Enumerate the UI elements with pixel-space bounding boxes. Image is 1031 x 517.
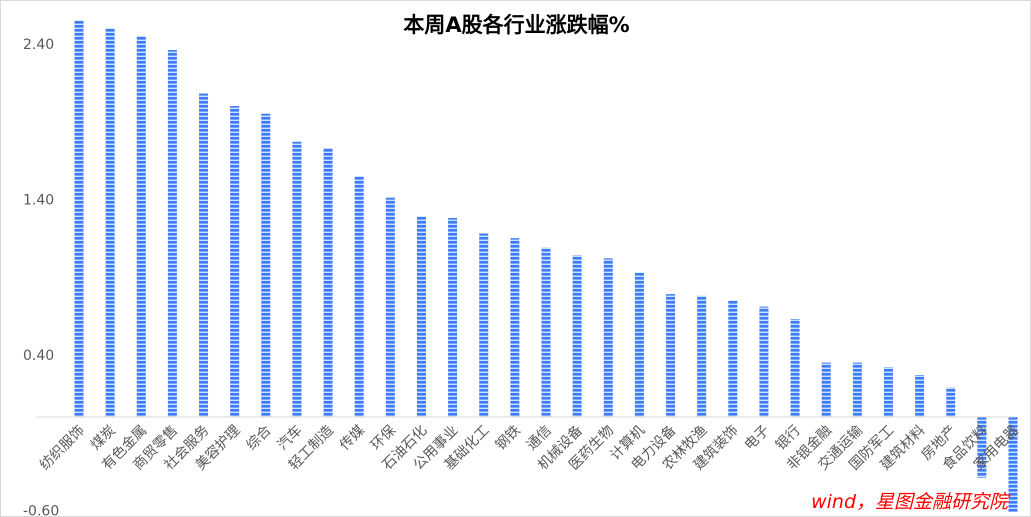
bar-钢铁 — [510, 238, 520, 417]
category-label: 钢铁 — [493, 423, 524, 454]
bar-非银金融 — [821, 362, 831, 417]
bar-建筑装饰 — [728, 300, 738, 417]
category-label: 纺织服饰 — [37, 423, 88, 474]
bar-有色金属 — [136, 36, 146, 418]
bar-环保 — [385, 197, 395, 417]
bar-石油石化 — [416, 216, 426, 417]
bar-食品饮料 — [977, 417, 987, 478]
category-label: 传媒 — [337, 423, 368, 454]
bar-轻工制造 — [323, 147, 333, 418]
bar-煤炭 — [105, 28, 115, 417]
y-tick-label: 0.40 — [23, 348, 54, 364]
bar-基础化工 — [479, 233, 489, 417]
y-tick-label: -0.60 — [23, 503, 59, 517]
bar-公用事业 — [448, 217, 458, 417]
y-tick-label: 1.40 — [23, 192, 54, 208]
chart-title: 本周A股各行业涨跌幅% — [403, 13, 630, 37]
bar-房地产 — [946, 387, 956, 417]
bar-通信 — [541, 247, 551, 417]
category-label: 综合 — [244, 423, 275, 454]
bar-社会服务 — [199, 93, 209, 417]
bar-交通运输 — [852, 362, 862, 417]
bar-国防军工 — [883, 367, 893, 417]
bar-商贸零售 — [167, 50, 177, 418]
bar-综合 — [261, 113, 271, 418]
bar-纺织服饰 — [74, 20, 84, 417]
bar-机械设备 — [572, 255, 582, 417]
bar-传媒 — [354, 175, 364, 417]
bar-美容护理 — [230, 106, 240, 417]
bar-家用电器 — [1008, 417, 1018, 512]
bar-电子 — [759, 306, 769, 417]
source-note: wind，星图金融研究院 — [811, 491, 1008, 513]
bar-农林牧渔 — [697, 295, 707, 417]
bar-建筑材料 — [915, 375, 925, 417]
bar-电力设备 — [666, 294, 676, 417]
bar-医药生物 — [603, 258, 613, 417]
y-tick-label: 2.40 — [23, 37, 54, 53]
category-label: 电子 — [742, 423, 773, 454]
bar-计算机 — [634, 272, 644, 417]
bar-汽车 — [292, 141, 302, 417]
bar-银行 — [790, 319, 800, 417]
